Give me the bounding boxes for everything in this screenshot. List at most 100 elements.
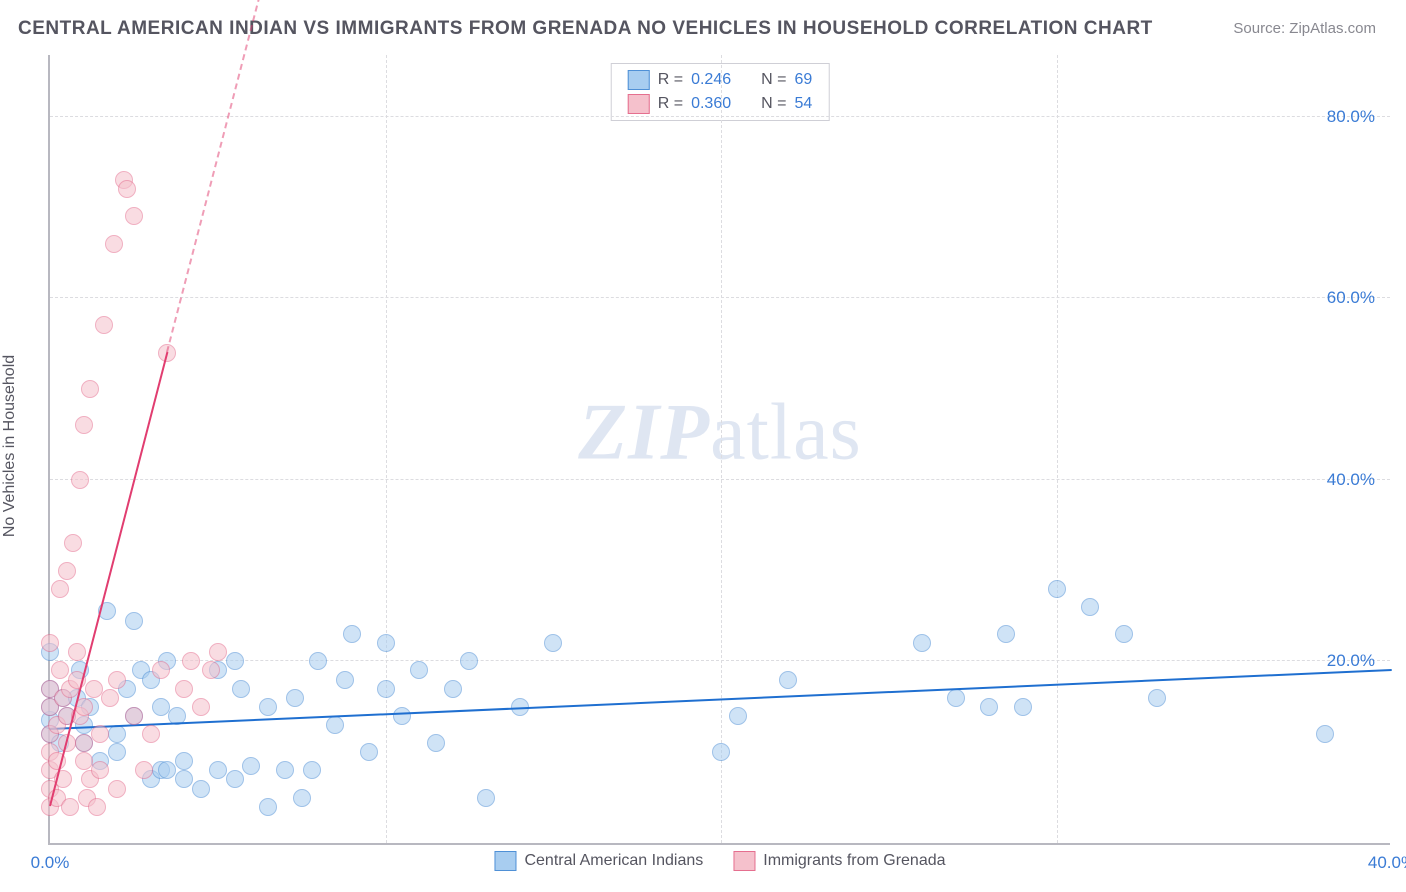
gridline-vertical [1057, 55, 1058, 843]
data-point [51, 580, 69, 598]
data-point [913, 634, 931, 652]
data-point [1115, 625, 1133, 643]
data-point [88, 798, 106, 816]
chart-title: CENTRAL AMERICAN INDIAN VS IMMIGRANTS FR… [18, 18, 1153, 40]
data-point [232, 680, 250, 698]
data-point [51, 661, 69, 679]
data-point [142, 725, 160, 743]
y-tick-label: 60.0% [1327, 288, 1375, 308]
data-point [182, 652, 200, 670]
legend-N-value: 69 [794, 71, 812, 89]
data-point [68, 643, 86, 661]
legend-series-label: Central American Indians [524, 852, 703, 870]
data-point [152, 698, 170, 716]
data-point [175, 680, 193, 698]
data-point [175, 752, 193, 770]
data-point [410, 661, 428, 679]
data-point [1148, 689, 1166, 707]
source-prefix: Source: [1233, 20, 1289, 37]
gridline-horizontal [50, 297, 1390, 298]
data-point [393, 707, 411, 725]
data-point [377, 634, 395, 652]
x-tick-label: 0.0% [31, 853, 70, 873]
data-point [712, 743, 730, 761]
watermark-atlas: atlas [710, 389, 862, 477]
legend-series-item: Immigrants from Grenada [733, 851, 945, 871]
data-point [303, 761, 321, 779]
legend-N-label: N = [761, 95, 786, 113]
data-point [226, 652, 244, 670]
data-point [276, 761, 294, 779]
source-name: ZipAtlas.com [1289, 20, 1376, 37]
data-point [41, 634, 59, 652]
watermark: ZIPatlas [578, 388, 861, 479]
data-point [286, 689, 304, 707]
data-point [175, 770, 193, 788]
data-point [108, 780, 126, 798]
data-point [360, 743, 378, 761]
data-point [209, 643, 227, 661]
data-point [729, 707, 747, 725]
x-tick-label: 40.0% [1368, 853, 1406, 873]
data-point [64, 534, 82, 552]
data-point [1014, 698, 1032, 716]
data-point [108, 743, 126, 761]
data-point [61, 798, 79, 816]
data-point [75, 416, 93, 434]
data-point [544, 634, 562, 652]
data-point [71, 471, 89, 489]
legend-R-label: R = [658, 95, 683, 113]
y-tick-label: 80.0% [1327, 107, 1375, 127]
data-point [377, 680, 395, 698]
data-point [460, 652, 478, 670]
data-point [477, 789, 495, 807]
data-point [343, 625, 361, 643]
data-point [980, 698, 998, 716]
data-point [192, 780, 210, 798]
data-point [108, 671, 126, 689]
data-point [1316, 725, 1334, 743]
trend-line-extension [166, 0, 359, 352]
legend-swatch [494, 851, 516, 871]
data-point [997, 625, 1015, 643]
legend-swatch [628, 94, 650, 114]
data-point [75, 752, 93, 770]
legend-stat-row: R = 0.246 N = 69 [628, 70, 813, 90]
legend-R-value: 0.246 [691, 71, 731, 89]
data-point [1081, 598, 1099, 616]
gridline-vertical [386, 55, 387, 843]
data-point [202, 661, 220, 679]
data-point [427, 734, 445, 752]
data-point [91, 725, 109, 743]
data-point [135, 761, 153, 779]
scatter-plot: ZIPatlas R =0.246N =69R =0.360N =54 Cent… [48, 55, 1390, 845]
data-point [293, 789, 311, 807]
watermark-zip: ZIP [578, 389, 710, 477]
data-point [209, 761, 227, 779]
chart-source: Source: ZipAtlas.com [1233, 20, 1376, 37]
data-point [152, 661, 170, 679]
data-point [125, 207, 143, 225]
gridline-horizontal [50, 116, 1390, 117]
data-point [309, 652, 327, 670]
legend-series: Central American Indians Immigrants from … [494, 851, 945, 871]
data-point [75, 734, 93, 752]
legend-series-item: Central American Indians [494, 851, 703, 871]
data-point [192, 698, 210, 716]
data-point [158, 761, 176, 779]
data-point [91, 761, 109, 779]
legend-series-label: Immigrants from Grenada [763, 852, 945, 870]
legend-R-label: R = [658, 71, 683, 89]
data-point [947, 689, 965, 707]
data-point [125, 707, 143, 725]
legend-N-label: N = [761, 71, 786, 89]
legend-swatch [628, 70, 650, 90]
data-point [326, 716, 344, 734]
data-point [1048, 580, 1066, 598]
legend-swatch [733, 851, 755, 871]
data-point [779, 671, 797, 689]
gridline-horizontal [50, 479, 1390, 480]
data-point [242, 757, 260, 775]
data-point [58, 562, 76, 580]
data-point [444, 680, 462, 698]
